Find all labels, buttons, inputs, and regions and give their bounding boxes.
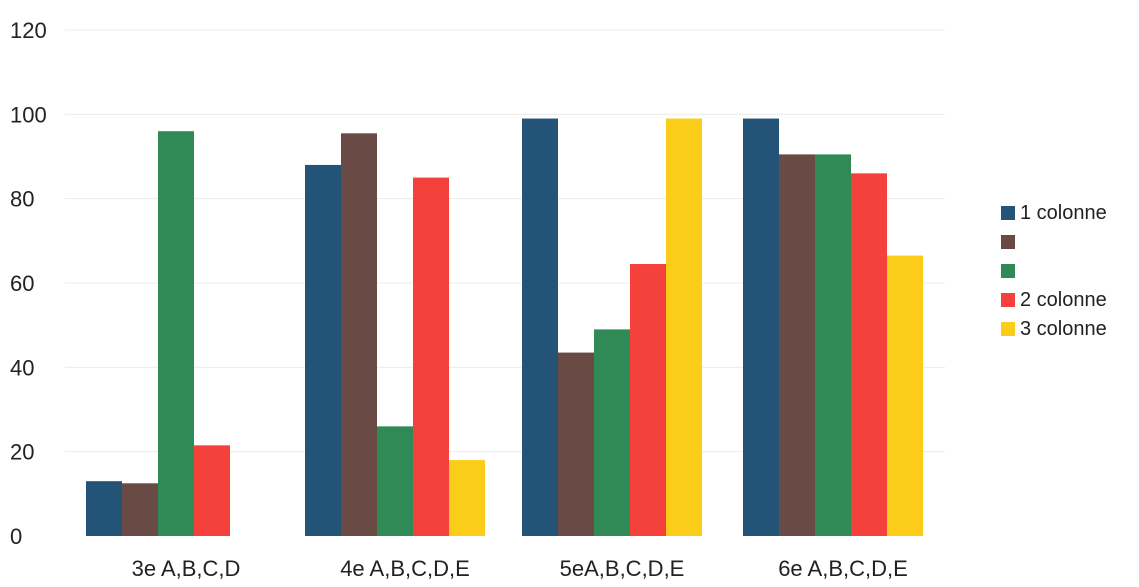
- legend-swatch: [1001, 322, 1015, 336]
- bar-3-series-4: [630, 264, 666, 536]
- bar-2-series-1: [305, 164, 341, 536]
- legend-swatch: [1001, 293, 1015, 307]
- x-tick-label: 6e A,B,C,D,E: [778, 556, 908, 581]
- y-axis-ticks: 0 20 40 60 80 100 120: [10, 18, 47, 549]
- legend-swatch: [1001, 264, 1015, 278]
- bar-1-series-4: [194, 445, 230, 536]
- bar-4-series-3: [815, 154, 851, 536]
- y-tick-label: 40: [10, 355, 34, 380]
- bar-4-series-1: [743, 118, 779, 537]
- y-tick-label: 100: [10, 102, 47, 127]
- bar-2-series-3: [377, 426, 413, 536]
- legend: 1 colonne 2 colonne 3 colonne: [1001, 202, 1107, 340]
- bar-4-series-4: [851, 173, 887, 536]
- y-tick-label: 0: [10, 524, 22, 549]
- bar-1-series-2: [122, 483, 158, 536]
- bar-3-series-3: [594, 329, 630, 536]
- bar-3-series-5: [666, 118, 702, 537]
- bar-2-series-5: [449, 460, 485, 536]
- bar-2-series-4: [413, 177, 449, 537]
- bar-4-series-2: [779, 154, 815, 536]
- y-tick-label: 20: [10, 440, 34, 465]
- legend-label: 1 colonne: [1020, 202, 1107, 224]
- x-tick-label: 5eA,B,C,D,E: [560, 556, 685, 581]
- bar-3-series-2: [558, 352, 594, 536]
- legend-label: 2 colonne: [1020, 289, 1107, 311]
- x-axis-ticks: 3e A,B,C,D 4e A,B,C,D,E 5eA,B,C,D,E 6e A,B,…: [132, 556, 908, 581]
- bar-4-series-5: [887, 255, 923, 536]
- x-tick-label: 4e A,B,C,D,E: [340, 556, 470, 581]
- y-tick-label: 120: [10, 18, 47, 43]
- y-tick-label: 80: [10, 187, 34, 212]
- legend-label: 3 colonne: [1020, 318, 1107, 340]
- legend-swatch: [1001, 235, 1015, 249]
- bar-3-series-1: [522, 118, 558, 537]
- bar-1-series-3: [158, 131, 194, 536]
- x-tick-label: 3e A,B,C,D: [132, 556, 241, 581]
- y-tick-label: 60: [10, 271, 34, 296]
- bar-2-series-2: [341, 133, 377, 536]
- legend-swatch: [1001, 206, 1015, 220]
- bar-1-series-1: [86, 481, 122, 536]
- bars: [86, 118, 923, 537]
